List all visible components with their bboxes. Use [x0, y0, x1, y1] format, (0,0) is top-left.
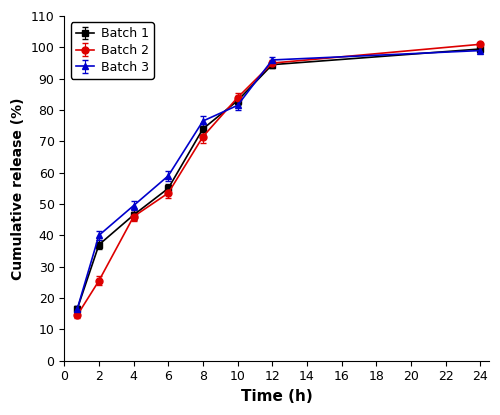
Y-axis label: Cumulative release (%): Cumulative release (%) [11, 97, 25, 280]
X-axis label: Time (h): Time (h) [240, 389, 312, 404]
Legend: Batch 1, Batch 2, Batch 3: Batch 1, Batch 2, Batch 3 [70, 22, 154, 79]
